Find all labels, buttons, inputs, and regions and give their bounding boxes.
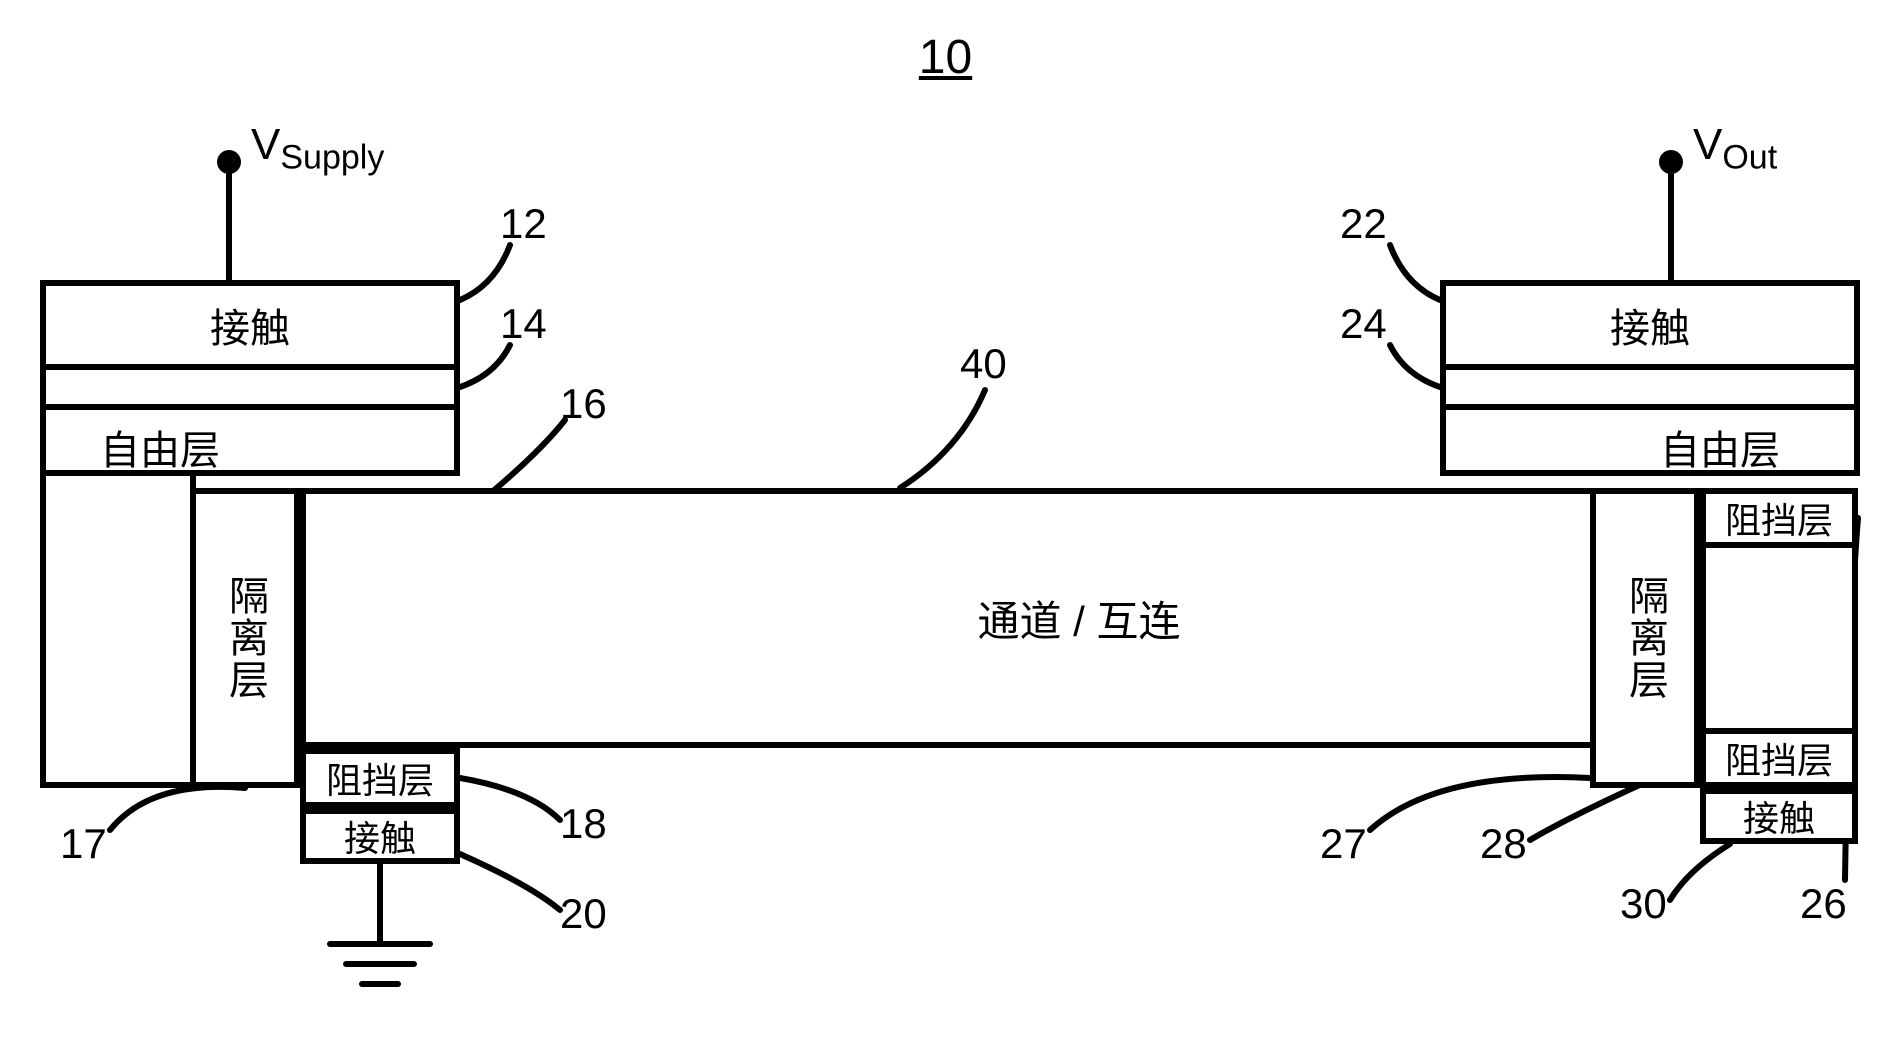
hook-40 [900, 390, 985, 488]
left-isolation-layer: 隔离层 [190, 488, 300, 788]
hook-22 [1390, 245, 1440, 300]
right-free-layer-label: 自由层 [1660, 418, 1780, 476]
callout-24: 24 [1340, 300, 1387, 348]
hook-17 [110, 787, 245, 830]
right-mid-gap [1700, 542, 1858, 734]
callout-22: 22 [1340, 200, 1387, 248]
left-barrier-bottom: 阻挡层 [300, 748, 460, 808]
callout-40: 40 [960, 340, 1007, 388]
callout-16: 16 [560, 380, 607, 428]
hook-30 [1670, 844, 1730, 900]
callout-14: 14 [500, 300, 547, 348]
left-contact-top: 接触 [40, 280, 460, 370]
callout-26: 26 [1800, 880, 1847, 928]
hook-12 [460, 245, 510, 300]
left-contact-bottom: 接触 [300, 808, 460, 864]
left-free-layer-label: 自由层 [100, 418, 220, 476]
right-barrier-bottom: 阻挡层 [1700, 728, 1858, 788]
hook-18 [460, 778, 560, 820]
terminal-vsupply-label: VSupply [251, 120, 384, 177]
right-isolation-layer: 隔离层 [1590, 488, 1700, 788]
callout-12: 12 [500, 200, 547, 248]
right-contact-bottom: 接触 [1700, 788, 1858, 844]
right-barrier-top: 阻挡层 [1700, 488, 1858, 548]
callout-18: 18 [560, 800, 607, 848]
hook-14 [460, 345, 510, 387]
right-contact-top: 接触 [1440, 280, 1860, 370]
callout-30: 30 [1620, 880, 1667, 928]
callout-27: 27 [1320, 820, 1367, 868]
callout-28: 28 [1480, 820, 1527, 868]
hook-20 [460, 854, 560, 910]
hook-24 [1390, 345, 1440, 387]
callout-20: 20 [560, 890, 607, 938]
figure-root: 10接触自由层接触自由层隔离层阻挡层通道 / 互连阻挡层接触隔离层阻挡层阻挡层接… [0, 0, 1891, 1045]
terminal-vout-label: VOut [1693, 120, 1777, 177]
figure-title: 10 [0, 30, 1891, 85]
callout-17: 17 [60, 820, 107, 868]
left-outer-column [40, 470, 196, 788]
right-free-layer [1440, 404, 1860, 476]
